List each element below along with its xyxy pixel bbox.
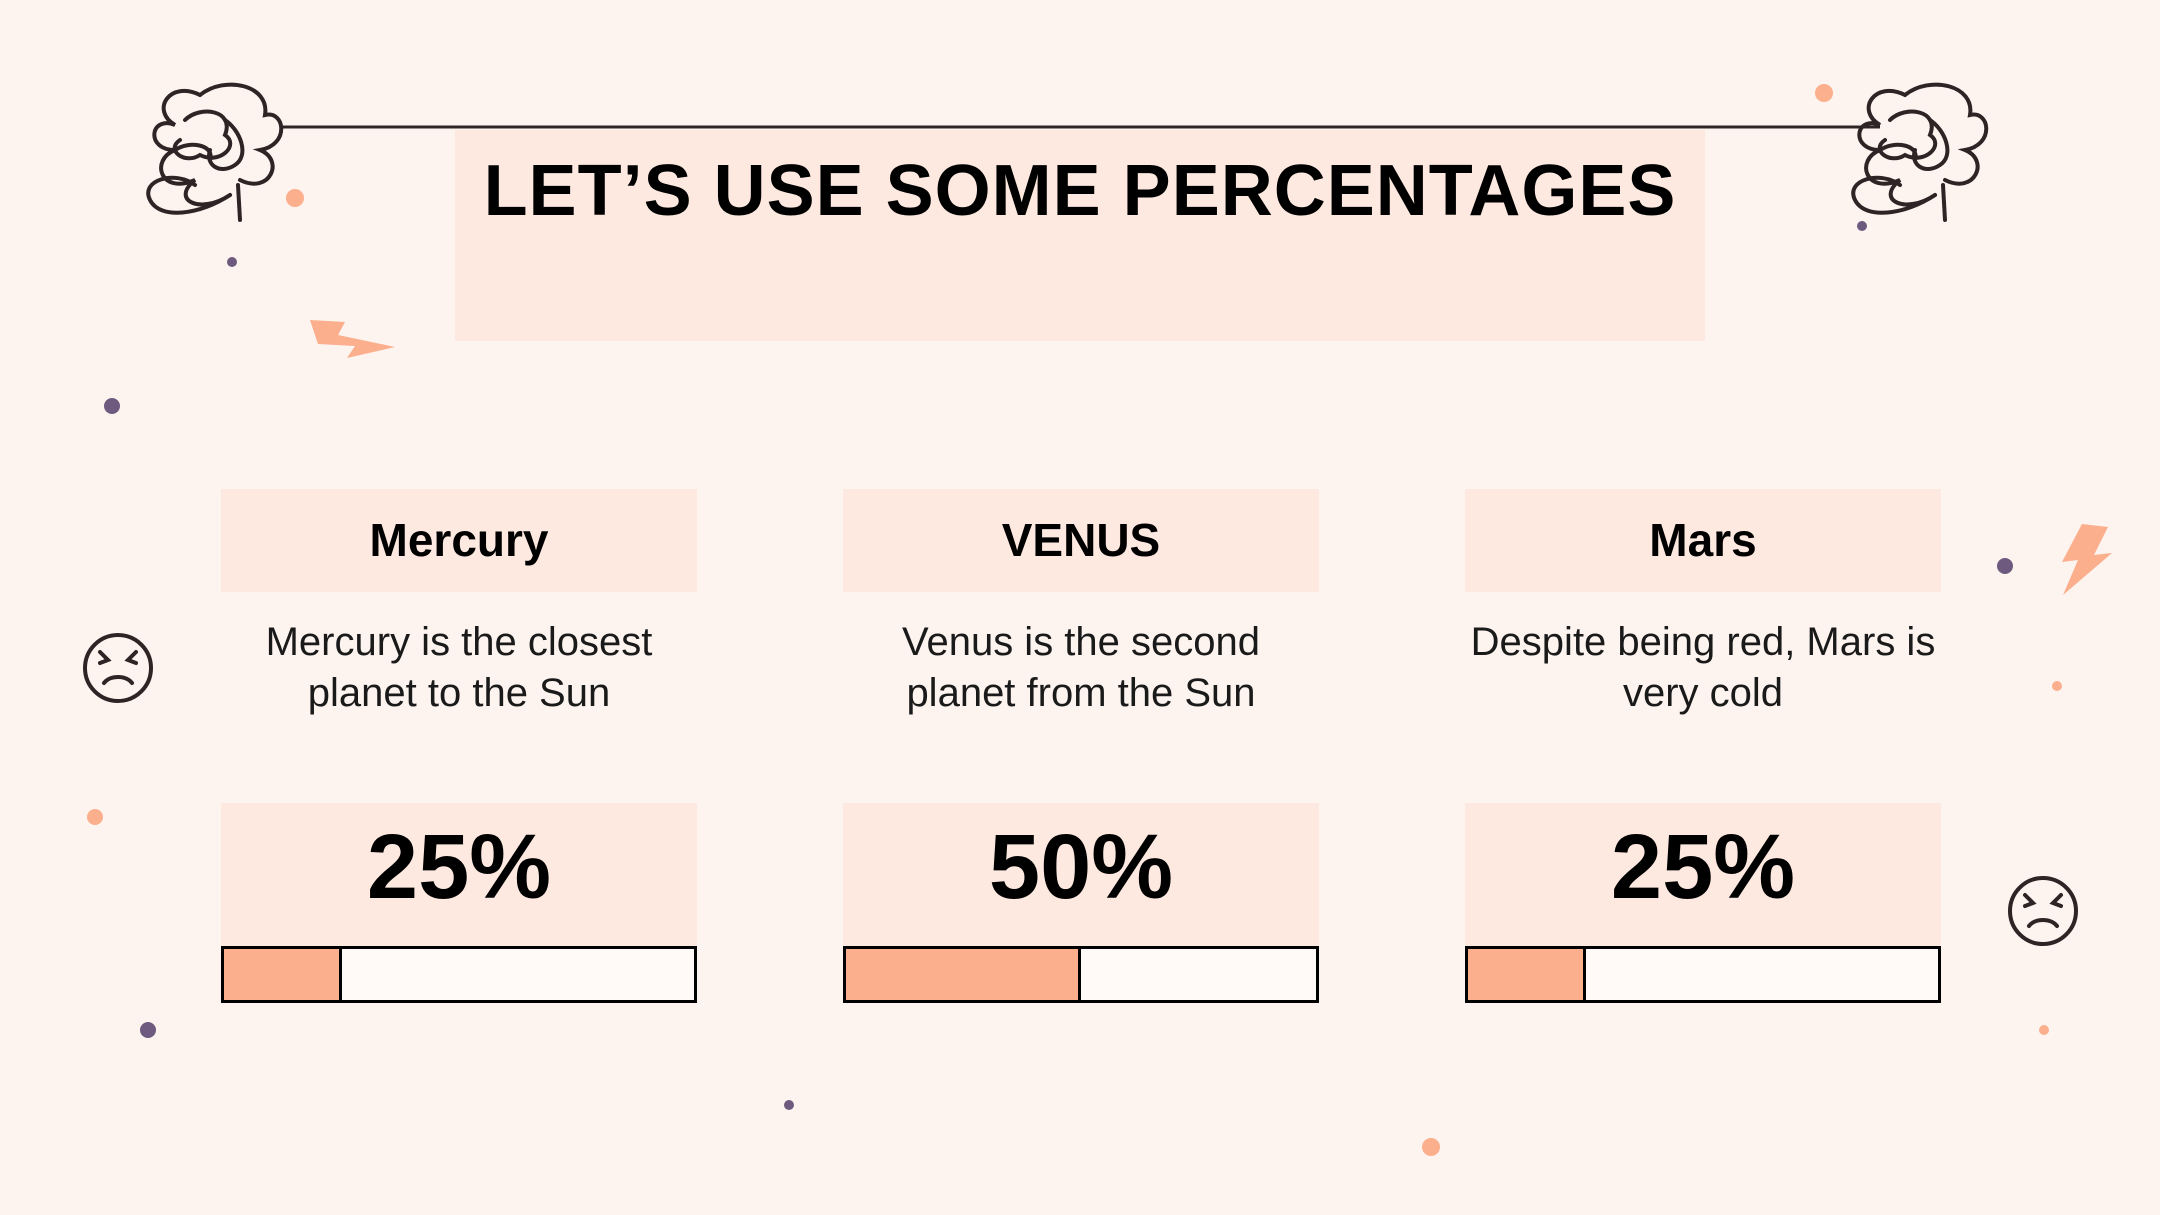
planet-card-mercury: Mercury Mercury is the closest planet to… — [221, 489, 697, 1004]
progress-bar — [1465, 946, 1941, 1003]
dot — [1997, 558, 2013, 574]
planet-card-mars: Mars Despite being red, Mars is very col… — [1465, 489, 1941, 1004]
dot — [140, 1022, 156, 1038]
dot — [2039, 1025, 2049, 1035]
card-header-panel — [843, 489, 1319, 592]
percent-panel — [1465, 803, 1941, 946]
percent-value: 25% — [366, 816, 552, 918]
dot — [227, 257, 237, 267]
dot — [1857, 221, 1867, 231]
lightning-bolt-icon — [310, 320, 395, 358]
slide-title: LET’S USE SOME PERCENTAGES — [483, 151, 1677, 231]
dot — [2052, 681, 2062, 691]
dot — [784, 1100, 794, 1110]
card-title: Mercury — [369, 514, 549, 566]
progress-bar — [843, 946, 1319, 1003]
card-header-panel — [221, 489, 697, 592]
dot — [87, 809, 103, 825]
card-header-panel — [1465, 489, 1941, 592]
percent-panel — [221, 803, 697, 946]
progress-bar-fill — [846, 949, 1081, 1000]
percent-panel — [843, 803, 1319, 946]
planet-card-venus: VENUS Venus is the second planet from th… — [843, 489, 1319, 1004]
card-description: Mercury is the closest planet to the Sun — [265, 620, 653, 715]
scribble-flower-icon — [1851, 82, 1989, 222]
progress-bar-fill — [224, 949, 342, 1000]
progress-bar — [221, 946, 697, 1003]
dot — [1422, 1138, 1440, 1156]
angry-face-icon — [83, 633, 153, 703]
progress-bar-fill — [1468, 949, 1586, 1000]
card-title: VENUS — [1001, 514, 1161, 566]
card-title: Mars — [1649, 514, 1757, 566]
card-description: Venus is the second planet from the Sun — [901, 620, 1261, 715]
percent-value: 25% — [1610, 816, 1796, 918]
scribble-flower-icon — [146, 82, 284, 222]
dot — [286, 189, 304, 207]
card-description: Despite being red, Mars is very cold — [1470, 620, 1936, 715]
dot — [1815, 84, 1833, 102]
title-panel — [455, 130, 1705, 341]
angry-face-icon — [2008, 876, 2078, 946]
lightning-bolt-icon — [2062, 524, 2112, 595]
percent-value: 50% — [988, 816, 1174, 918]
dot — [104, 398, 120, 414]
